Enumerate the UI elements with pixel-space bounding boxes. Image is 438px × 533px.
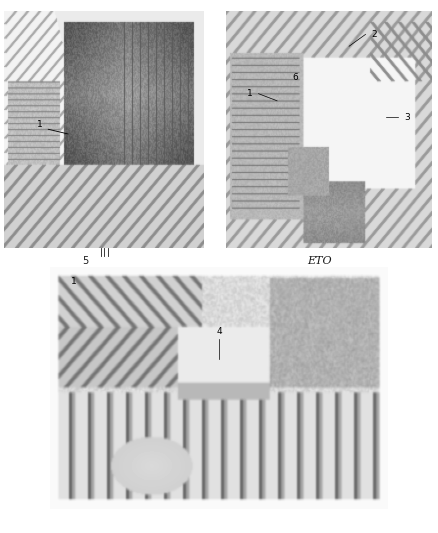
Text: 1: 1 (37, 120, 43, 129)
Text: 2: 2 (371, 30, 377, 39)
Text: 1: 1 (71, 277, 77, 286)
Text: 6: 6 (293, 72, 298, 82)
Text: 1: 1 (247, 89, 253, 98)
Text: 3: 3 (404, 113, 410, 122)
Text: 5: 5 (82, 256, 88, 266)
Text: ETO: ETO (307, 256, 332, 266)
Text: 4: 4 (216, 327, 222, 336)
